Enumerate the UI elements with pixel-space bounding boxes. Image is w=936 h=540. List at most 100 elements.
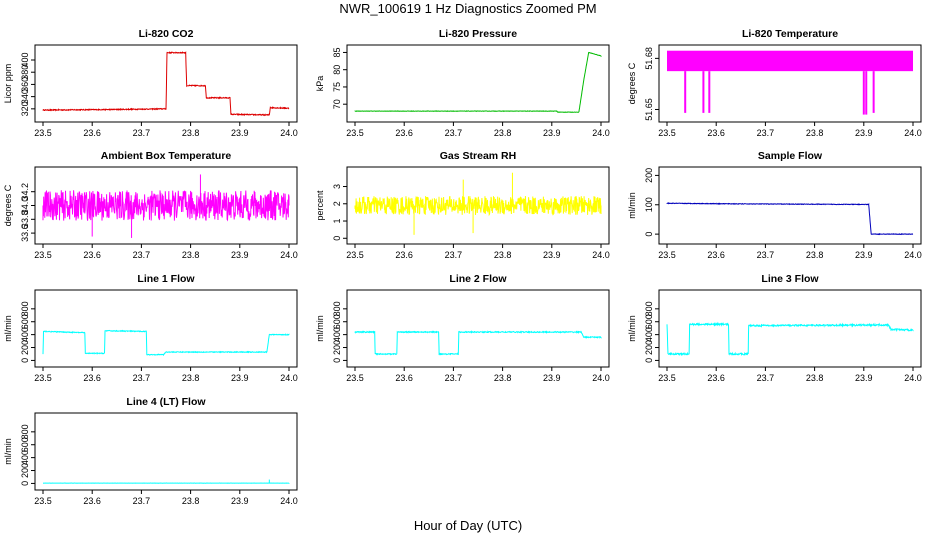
panel-8-ytick-label: 0 [332,358,342,363]
panel-9-xtick-label: 23.7 [757,373,775,383]
panel-1-xtick-label: 24.0 [280,128,298,138]
panel-9-ytick-label: 600 [644,314,654,329]
panel-9-ytick-label: 400 [644,327,654,342]
panel-4-series-line [42,190,290,222]
panel-4-xtick-label: 23.6 [83,250,101,260]
panel-10-xtick-label: 23.7 [133,496,151,506]
panel-3-xtick-label: 23.5 [658,128,676,138]
panel-1-ytick-label: 320 [20,101,30,116]
panel-1-ytick-label: 340 [20,89,30,104]
panel-8-ylabel: ml/min [315,315,325,342]
panel-5-xtick-label: 23.7 [445,250,463,260]
panel-7-xtick-label: 24.0 [280,373,298,383]
panel-2-xtick-label: 23.5 [346,128,364,138]
panel-7-ytick-label: 400 [20,327,30,342]
panel-7-ylabel: ml/min [3,315,13,342]
panel-5-ytick-label: 3 [332,184,342,189]
panel-9-ytick-label: 800 [644,301,654,316]
panel-8-title: Line 2 Flow [449,273,507,285]
panel-1-series-line [42,51,290,117]
panel-9-xtick-label: 23.5 [658,373,676,383]
panel-6-xtick-label: 23.5 [658,250,676,260]
panel-10-ytick-label: 800 [20,424,30,439]
panel-1-xtick-label: 23.6 [83,128,101,138]
panel-3-xtick-label: 23.7 [757,128,775,138]
panel-7-xtick-label: 23.7 [133,373,151,383]
panel-7-xtick-label: 23.5 [34,373,52,383]
panel-6-ytick-label: 200 [644,168,654,183]
panel-4-ytick-label: 34.2 [20,183,30,201]
panel-2-xtick-label: 24.0 [592,128,610,138]
panel-8-series-line [354,330,602,356]
panel-5-xtick-label: 23.6 [395,250,413,260]
panel-2-ylabel: kPa [315,76,325,92]
panel-3-xtick-label: 23.9 [855,128,873,138]
panel-1-ytick-label: 360 [20,77,30,92]
panel-4-ytick-label: 33.8 [20,211,30,229]
panel-1-ytick-label: 400 [20,52,30,67]
panel-8-ytick-label: 200 [332,340,342,355]
panel-2-ytick-label: 85 [332,47,342,57]
panel-4-xtick-label: 23.9 [231,250,249,260]
panel-8-ytick-label: 800 [332,301,342,316]
panel-5-title: Gas Stream RH [440,150,516,162]
panel-5-xtick-label: 23.9 [543,250,561,260]
panel-5-frame [346,166,610,245]
panel-5-ytick-label: 0 [332,236,342,241]
panel-7-ytick-label: 800 [20,301,30,316]
panel-9-ylabel: ml/min [627,315,637,342]
panel-10-xtick-label: 24.0 [280,496,298,506]
panel-9-xtick-label: 24.0 [904,373,922,383]
panel-5-xtick-label: 23.5 [346,250,364,260]
panel-2-xtick-label: 23.8 [494,128,512,138]
panel-3-xtick-label: 23.8 [806,128,824,138]
panel-6-series-line [666,202,914,236]
panel-4-xtick-label: 23.5 [34,250,52,260]
panel-10-ytick-label: 0 [20,481,30,486]
panel-6-ytick-label: 0 [644,232,654,237]
panel-8-xtick-label: 23.7 [445,373,463,383]
panel-10-xtick-label: 23.5 [34,496,52,506]
panel-10-ytick-label: 600 [20,437,30,452]
panel-9-series-line [666,321,914,357]
panel-6-xtick-label: 23.7 [757,250,775,260]
panel-7-xtick-label: 23.9 [231,373,249,383]
panel-3-ytick-label: 51.65 [644,98,654,121]
panel-8-xtick-label: 23.6 [395,373,413,383]
panel-6-xtick-label: 23.8 [806,250,824,260]
panel-1-xtick-label: 23.5 [34,128,52,138]
panel-4-xtick-label: 23.7 [133,250,151,260]
panel-8-xtick-label: 23.5 [346,373,364,383]
panel-10-ytick-label: 200 [20,463,30,478]
panel-7-title: Line 1 Flow [137,273,195,285]
panel-1-title: Li-820 CO2 [139,28,194,40]
panel-9-xtick-label: 23.9 [855,373,873,383]
panel-8-ytick-label: 600 [332,314,342,329]
panel-3-title: Li-820 Temperature [742,28,838,40]
panel-6-xtick-label: 24.0 [904,250,922,260]
panel-3-xtick-label: 23.6 [707,128,725,138]
panel-3-series-band [667,50,913,72]
panel-5-series-line [354,195,602,217]
panel-4-xtick-label: 23.8 [182,250,200,260]
panel-10-title: Line 4 (LT) Flow [126,396,206,408]
panel-9-title: Line 3 Flow [761,273,819,285]
panel-2-xtick-label: 23.7 [445,128,463,138]
panel-7-xtick-label: 23.6 [83,373,101,383]
panel-6-xtick-label: 23.9 [855,250,873,260]
panel-6-frame [658,166,922,245]
panel-1-ylabel: Licor ppm [3,64,13,104]
panel-9-frame [658,289,922,368]
panel-3-ytick-label: 51.68 [644,47,654,70]
panel-1-ytick-label: 380 [20,65,30,80]
figure-title: NWR_100619 1 Hz Diagnostics Zoomed PM [339,1,597,16]
panel-7-xtick-label: 23.8 [182,373,200,383]
panel-2-title: Li-820 Pressure [439,28,517,40]
panel-8-xtick-label: 23.8 [494,373,512,383]
panel-8-ytick-label: 400 [332,327,342,342]
panel-5-ytick-label: 1 [332,219,342,224]
panel-3-ylabel: degrees C [627,62,637,104]
panel-10-frame [34,412,298,491]
panel-10-xtick-label: 23.8 [182,496,200,506]
panel-7-ytick-label: 200 [20,340,30,355]
